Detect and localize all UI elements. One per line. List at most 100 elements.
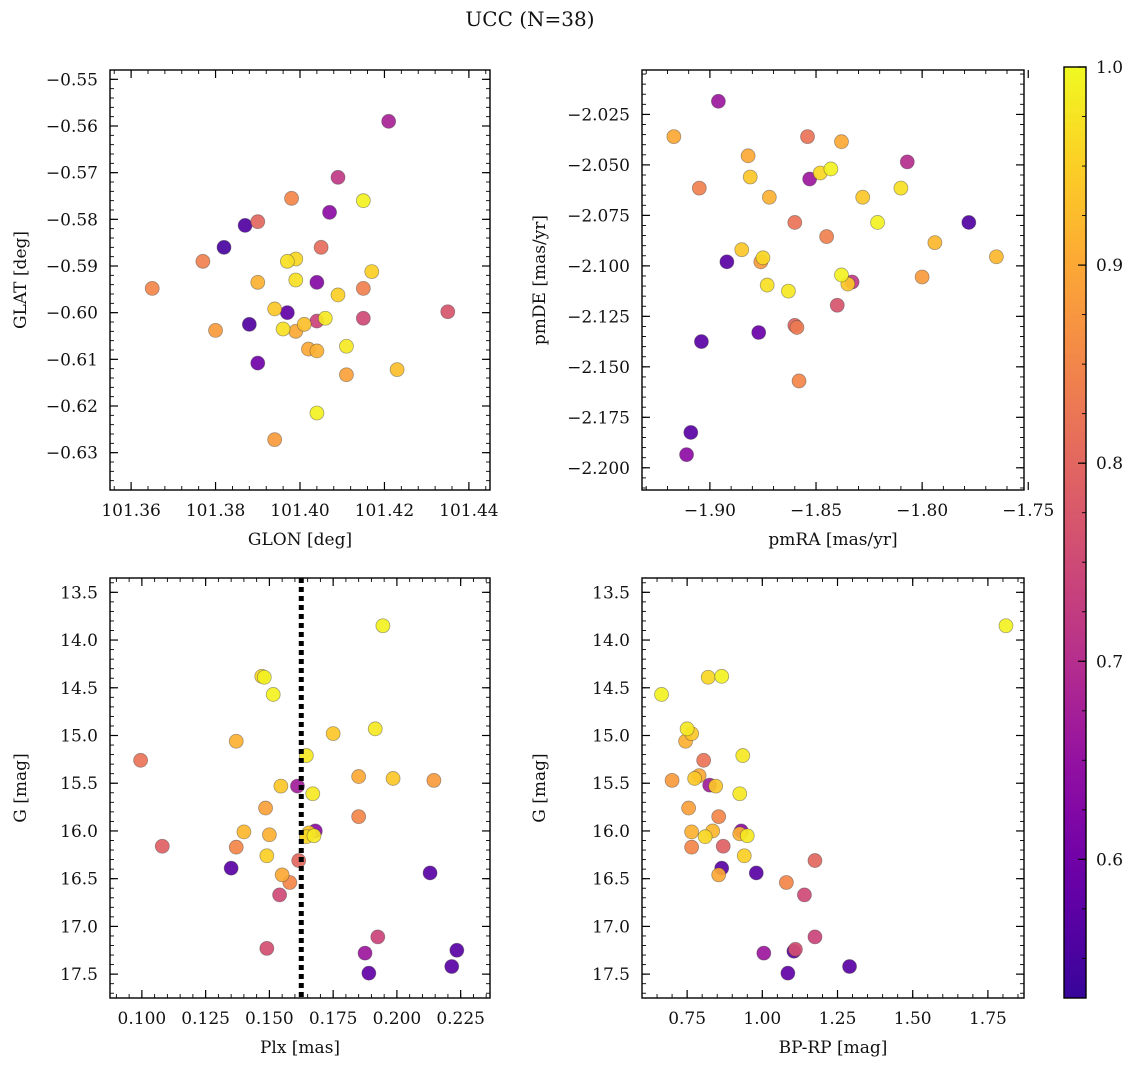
data-point [364,264,380,280]
data-point [339,338,354,354]
data-point [756,945,772,961]
y-tick-label: −0.59 [46,257,98,277]
data-point [250,355,266,371]
x-tick-label: 0.125 [181,1009,230,1029]
data-point [208,322,223,338]
y-tick-label: 15.0 [592,727,630,747]
y-tick-label: 13.5 [60,583,98,603]
data-point [732,786,748,802]
data-point [870,215,885,230]
points-group [654,618,1014,981]
y-tick-label: −2.075 [567,206,630,226]
y-tick-label: −2.175 [567,408,630,428]
panel-1: 101.36 101.38 101.40 101.42 101.44 −0.63 −0.62… [11,69,499,550]
data-point [288,272,304,288]
data-point [735,748,751,763]
data-point [778,875,794,890]
data-point [654,687,669,702]
data-point [697,829,713,845]
data-point [241,316,257,332]
data-point [748,865,764,881]
data-point [250,274,266,290]
data-point [834,134,849,150]
colorbar-tick-label: 0.8 [1096,454,1123,474]
y-tick-label: −2.125 [567,307,630,327]
y-tick-label: −0.58 [46,210,98,230]
data-point [739,828,755,844]
data-point [893,180,909,196]
y-tick-label: −0.63 [46,444,98,464]
y-tick-label: 16.0 [60,822,98,842]
data-point [322,204,337,220]
data-point [691,180,707,196]
data-point [265,687,281,702]
x-tick-label: 0.175 [309,1009,358,1029]
data-point [927,235,943,251]
data-point [797,887,812,903]
data-point [791,373,807,389]
data-point [259,848,275,864]
y-axis-label: pmDE [mas/yr] [530,215,550,345]
data-point [236,824,252,840]
data-point [223,860,239,876]
data-point [267,432,283,448]
data-point [258,800,273,816]
data-point [361,965,377,981]
data-point [736,848,752,864]
plot-frame [641,69,1025,491]
data-point [279,305,295,321]
data-point [272,887,287,903]
panel-2: −1.90 −1.85 −1.80 −1.75 −2.200 −2.175 −2.150 −2… [530,69,1054,550]
data-point [696,752,712,768]
data-point [714,668,730,684]
data-point [309,405,325,421]
data-point [780,965,796,981]
data-point [305,786,321,802]
data-point [781,283,796,299]
y-tick-label: −0.57 [46,164,98,184]
data-point [711,93,726,109]
y-tick-label: 16.5 [60,870,98,890]
colorbar-gradient [1064,67,1086,998]
x-tick-label: 101.40 [270,501,329,521]
x-tick-label: 1.00 [743,1009,781,1029]
x-tick-label: 0.150 [245,1009,294,1029]
data-point [381,113,397,129]
x-tick-label: 0.225 [436,1009,485,1029]
x-tick-label: 0.75 [668,1009,706,1029]
y-tick-label: −2.050 [567,156,630,176]
x-tick-label: 0.200 [373,1009,422,1029]
data-point [355,193,371,209]
colorbar-tick-label: 0.6 [1096,850,1123,870]
data-point [787,215,803,230]
data-point [694,334,709,349]
x-axis-label: pmRA [mas/yr] [768,530,897,550]
x-tick-label: 1.25 [819,1009,857,1029]
data-point [267,301,283,317]
data-point [237,217,253,233]
x-tick-label: −1.85 [790,501,842,521]
data-point [761,189,777,205]
x-tick-label: 101.36 [101,501,160,521]
y-axis-label: G [mag] [11,753,31,822]
data-point [711,867,727,883]
data-point [684,839,700,855]
y-tick-label: −0.62 [46,397,98,417]
data-point [426,772,442,788]
panels-group: 101.36 101.38 101.40 101.42 101.44 −0.63 −0.62… [11,69,1054,1058]
data-point [355,310,371,326]
y-tick-label: −2.100 [567,257,630,277]
data-point [216,239,232,255]
data-point [708,778,724,794]
panel-3: 0.100 0.125 0.150 0.175 0.200 0.225 13.5 14.0 14… [11,577,491,1058]
data-point [664,772,680,788]
data-point [681,800,697,816]
colorbar-tick-label: 1.0 [1096,58,1123,78]
y-tick-label: 17.5 [60,965,98,985]
data-point [385,771,401,786]
x-tick-label: 1.50 [894,1009,932,1029]
points-group [133,618,465,981]
data-point [389,362,405,378]
data-point [330,169,346,185]
